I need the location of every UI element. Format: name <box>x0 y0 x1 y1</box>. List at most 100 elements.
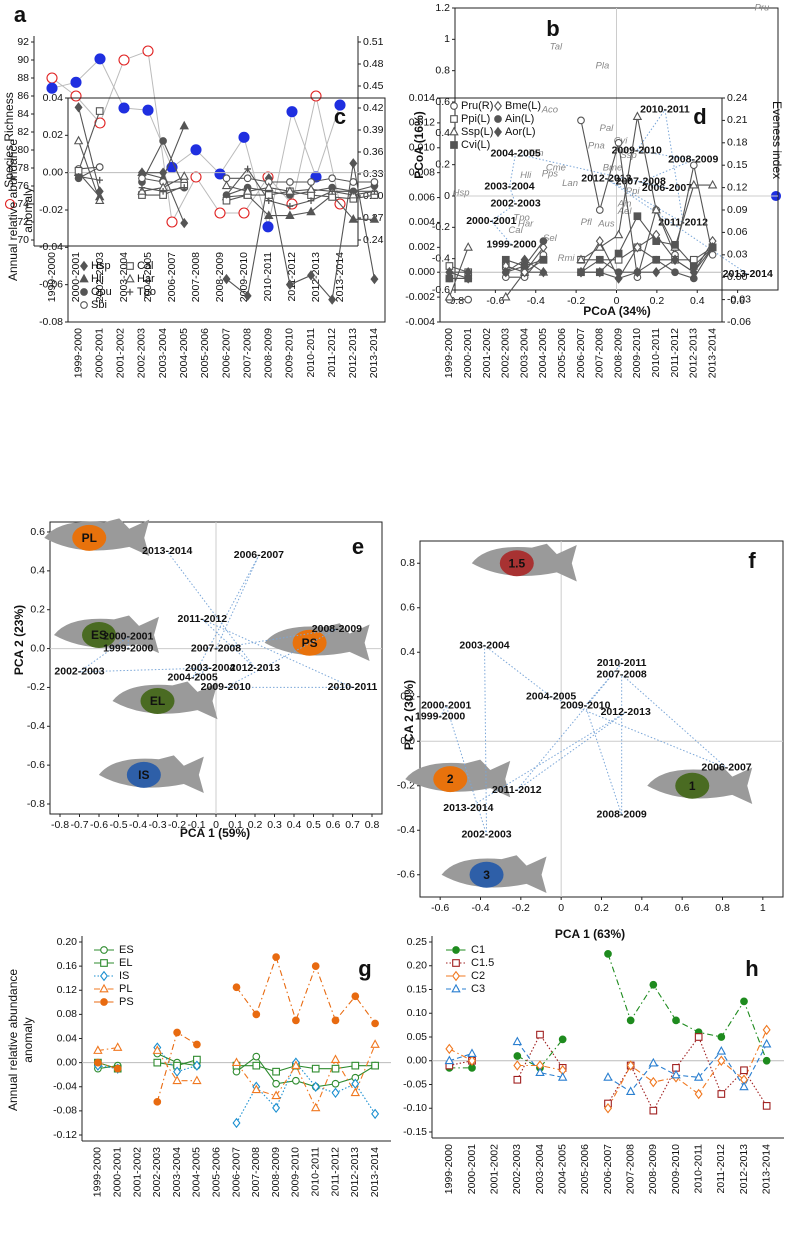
species-label: Pfl <box>581 217 593 228</box>
marker <box>716 1045 727 1055</box>
x-tick-label: 2010-2011 <box>262 252 274 302</box>
species-label: Pla <box>596 60 610 71</box>
marker <box>286 106 298 118</box>
x-tick-label: 0.6 <box>730 295 745 307</box>
marker <box>539 242 548 253</box>
marker <box>272 1079 280 1088</box>
marker <box>118 102 130 114</box>
y-tick-label: -0.2 <box>432 221 450 233</box>
marker <box>100 998 108 1006</box>
y-axis-label: PCA 2 (30%) <box>402 680 416 750</box>
marker <box>95 163 104 171</box>
y-axis-label: anomaly <box>21 187 35 232</box>
marker <box>80 288 88 296</box>
marker <box>95 107 104 115</box>
marker <box>536 1030 544 1039</box>
marker <box>370 178 379 186</box>
marker <box>271 1090 281 1100</box>
marker <box>152 1045 163 1054</box>
marker <box>118 54 130 66</box>
marker <box>614 255 623 264</box>
marker <box>330 1054 341 1063</box>
x-tick-label: 2003-2004 <box>171 1147 183 1197</box>
marker <box>464 267 473 278</box>
y-tick-label: 0.00 <box>57 1056 78 1068</box>
y-tick-label: 0.6 <box>435 96 450 108</box>
marker <box>238 207 250 219</box>
marker <box>652 267 661 278</box>
marker <box>126 288 134 296</box>
y-axis-label: Annual relative abundance <box>6 139 20 281</box>
marker <box>614 273 623 284</box>
y-tick-label: 0.008 <box>409 166 435 178</box>
x-tick-label: 2010-2011 <box>650 328 662 378</box>
marker <box>671 254 679 265</box>
marker <box>604 950 612 958</box>
marker <box>214 168 226 180</box>
x-tick-label: 2001-2002 <box>131 1147 143 1197</box>
marker <box>172 1075 182 1085</box>
marker <box>331 1016 340 1025</box>
marker <box>539 237 548 245</box>
group-marker <box>469 861 504 888</box>
series-line <box>97 1044 376 1110</box>
species-label: Ssp <box>620 150 636 161</box>
marker <box>535 1067 545 1076</box>
panel-label: f <box>748 548 756 573</box>
marker <box>633 212 642 221</box>
x-tick-label: 2006-2007 <box>166 252 178 302</box>
marker <box>445 1043 454 1055</box>
y-tick-label: -0.10 <box>403 1102 427 1114</box>
y-tick-label: 0.004 <box>409 216 435 228</box>
x-tick-label: -0.2 <box>567 295 585 307</box>
marker <box>652 229 661 241</box>
marker <box>232 983 241 992</box>
x-tick-label: 2004-2005 <box>537 328 549 378</box>
year-label: 2008-2009 <box>312 623 362 635</box>
x-axis-label: PCoA (34%) <box>583 304 651 318</box>
x-tick-label: 2013-2014 <box>369 1147 381 1197</box>
x-tick-label: 2012-2013 <box>738 1144 750 1194</box>
x-tick-label: 2012-2013 <box>347 328 359 378</box>
y2-tick-label: 0.09 <box>727 204 748 216</box>
year-label: 2002-2003 <box>461 828 511 840</box>
y-tick-label: 76 <box>17 180 29 192</box>
y-tick-label: 78 <box>17 162 29 174</box>
year-label: 2007-2008 <box>191 642 241 654</box>
marker <box>652 255 661 264</box>
x-tick-label: 2013-2014 <box>706 328 718 378</box>
legend-label: C2 <box>471 970 485 982</box>
marker <box>173 1028 181 1037</box>
marker <box>739 1081 749 1091</box>
year-label: 2010-2011 <box>640 104 690 116</box>
x-tick-label: 0.8 <box>365 819 380 831</box>
x-tick-label: 2004-2005 <box>556 1144 568 1194</box>
x-tick-label: -0.5 <box>109 819 127 831</box>
year-label: 2007-2008 <box>616 176 666 188</box>
species-label: Ael <box>617 206 633 217</box>
y2-tick-label: 0.39 <box>363 124 384 136</box>
legend-label: Ain(L) <box>505 113 534 125</box>
marker <box>292 1076 300 1085</box>
x-tick-label: 2000-2001 <box>462 328 474 378</box>
y-tick-label: -0.4 <box>432 252 450 264</box>
marker <box>717 1033 726 1041</box>
x-tick-label: 2005-2006 <box>556 328 568 378</box>
x-tick-label: 2011-2012 <box>715 1144 727 1194</box>
year-label: 2009-2010 <box>612 144 662 156</box>
marker <box>463 242 473 251</box>
y-tick-label: 0.000 <box>409 266 435 278</box>
marker <box>613 229 624 239</box>
y-tick-label: 70 <box>17 234 29 246</box>
marker <box>450 115 458 123</box>
x-tick-label: -0.4 <box>471 902 489 914</box>
marker <box>192 1075 202 1085</box>
species-label: Pru <box>754 3 770 14</box>
group-label: PL <box>82 531 97 545</box>
marker <box>242 186 253 195</box>
marker <box>328 294 337 305</box>
marker <box>331 1087 340 1098</box>
marker <box>272 1102 281 1114</box>
x-tick-label: 2010-2011 <box>309 1147 321 1197</box>
marker <box>689 255 698 264</box>
